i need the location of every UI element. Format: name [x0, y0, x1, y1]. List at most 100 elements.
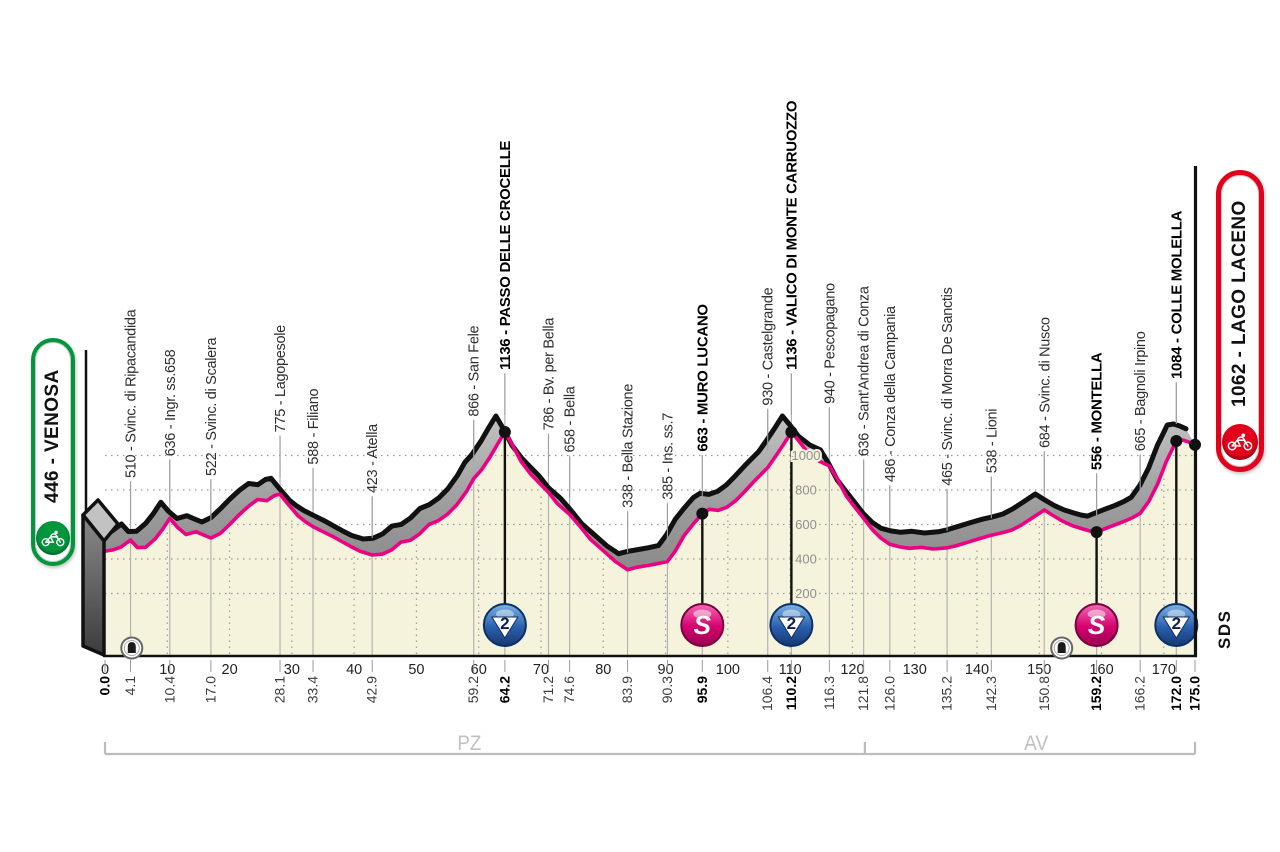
km-tick-label: 120	[840, 662, 864, 678]
km-tick-label: 110	[779, 662, 802, 678]
km-tick-label: 60	[471, 662, 487, 678]
svg-text:2: 2	[1172, 614, 1181, 633]
distance-label: 42.9	[364, 676, 380, 703]
gpm-cat2-marker-icon: 2	[769, 603, 814, 647]
svg-text:2: 2	[500, 614, 509, 633]
distance-label: 83.9	[619, 676, 635, 703]
distance-label: 10.4	[161, 676, 177, 703]
km-tick-label: 140	[965, 662, 989, 678]
finish-location-box: 1062 - LAGO LACENO	[1216, 170, 1264, 472]
distance-label: 172.0	[1168, 676, 1184, 711]
distance-label: 121.8	[855, 676, 871, 711]
waypoint-label: 636 - Ingr. ss.658	[163, 349, 179, 456]
km-tick-label: 10	[159, 662, 175, 678]
distance-label: 142.3	[983, 676, 999, 711]
km-tick-label: 50	[408, 662, 424, 678]
finish-location-label: 1062 - LAGO LACENO	[1229, 200, 1250, 408]
distance-label: 159.2	[1088, 676, 1104, 711]
svg-text:2: 2	[787, 614, 796, 633]
distance-label: 64.2	[496, 676, 512, 703]
gpm-cat2-marker-icon: 2	[1154, 603, 1199, 647]
km-tick-label: 160	[1089, 662, 1113, 678]
waypoint-label: 385 - Ins. ss.7	[660, 413, 676, 500]
distance-label: 28.1	[272, 676, 288, 703]
start-location-label: 446 - VENOSA	[42, 369, 63, 503]
cyclist-icon	[1227, 433, 1253, 451]
svg-text:S: S	[1088, 610, 1106, 640]
distance-label: 126.0	[881, 676, 897, 711]
waypoint-label: 522 - Svinc. di Scalera	[204, 337, 220, 476]
marker-dot	[498, 426, 511, 439]
tunnel-icon	[1050, 636, 1074, 660]
waypoint-label: 636 - Sant'Andrea di Conza	[857, 285, 873, 456]
distance-label: 95.9	[694, 676, 710, 703]
start-block-face	[81, 513, 106, 657]
waypoint-label: 538 - Lioni	[984, 409, 1000, 473]
km-tick-label: 40	[346, 662, 362, 678]
distance-label: 150.8	[1036, 676, 1052, 711]
waypoint-label: 658 - Bella	[563, 385, 579, 452]
elevation-grid-label: 1000	[792, 448, 821, 463]
distance-label: 116.3	[821, 676, 837, 710]
elevation-grid-label: 400	[795, 552, 817, 567]
elevation-grid-label: 200	[795, 586, 817, 601]
waypoint-label: 486 - Conza della Campania	[883, 305, 899, 482]
distance-label: 110.2	[783, 676, 799, 710]
elevation-grid-label: 800	[795, 483, 817, 498]
waypoint-label: 665 - Bagnoli Irpino	[1133, 331, 1149, 451]
waypoint-label: 1136 - VALICO DI MONTE CARRUOZZO	[783, 100, 800, 370]
km-tick-label: 30	[284, 662, 300, 678]
sprint-marker-icon: S	[680, 603, 725, 647]
distance-label: 175.0	[1187, 676, 1203, 711]
distance-label: 90.3	[659, 676, 675, 703]
gpm-cat2-marker-icon: 2	[482, 603, 527, 647]
km-tick-label: 80	[595, 662, 611, 678]
province-label: AV	[1024, 732, 1048, 755]
waypoint-label: 775 - Lagopesole	[273, 325, 289, 432]
distance-label: 33.4	[305, 676, 321, 703]
marker-dot	[1090, 526, 1103, 539]
start-badge	[36, 521, 70, 555]
waypoint-label: 510 - Svinc. di Ripacandida	[124, 308, 140, 478]
distance-label: 135.2	[939, 676, 955, 711]
waypoint-label: 423 - Atella	[365, 423, 381, 493]
waypoint-label: 786 - Bv. per Bella	[541, 317, 557, 431]
waypoint-label: 940 - Pescopagano	[822, 283, 838, 404]
waypoint-label: 556 - MONTELLA	[1089, 352, 1106, 470]
waypoint-label: 465 - Svinc. di Morra De Sanctis	[940, 287, 956, 485]
distance-label: 166.2	[1132, 676, 1148, 711]
waypoint-label: 930 - Castelgrande	[761, 287, 777, 405]
profile-line	[104, 430, 1196, 572]
profile-area-fill	[105, 432, 1195, 656]
waypoint-label: 684 - Svinc. di Nusco	[1037, 317, 1053, 448]
waypoint-label: 663 - MURO LUCANO	[694, 304, 711, 452]
km-tick-label: 170	[1152, 662, 1176, 678]
sprint-marker-icon: S	[1074, 603, 1119, 647]
elevation-grid-label: 600	[795, 517, 817, 532]
km-tick-label: 90	[658, 662, 674, 678]
waypoint-label: 588 - Filiano	[306, 388, 322, 464]
tunnel-icon	[120, 636, 144, 660]
distance-label: 59.2	[465, 676, 481, 703]
province-label: PZ	[457, 732, 481, 755]
distance-label: 0.0	[97, 676, 113, 696]
distance-label: 74.6	[561, 676, 577, 703]
distance-label: 106.4	[759, 676, 775, 711]
waypoint-label: 338 - Bella Stazione	[621, 384, 637, 508]
km-tick-label: 20	[222, 662, 238, 678]
author-mark: SDS	[1215, 610, 1234, 649]
marker-dot	[696, 507, 709, 520]
km-tick-label: 70	[533, 662, 549, 678]
svg-text:S: S	[694, 610, 712, 640]
distance-label: 17.0	[202, 676, 218, 703]
distance-label: 4.1	[122, 676, 138, 696]
start-location-box: 446 - VENOSA	[31, 338, 75, 566]
km-tick-label: 100	[716, 662, 740, 678]
marker-dot	[1170, 435, 1183, 448]
waypoint-label: 1136 - PASSO DELLE CROCELLE	[497, 141, 514, 370]
km-tick-label: 150	[1027, 662, 1051, 678]
cyclist-icon	[41, 530, 65, 546]
waypoint-label: 866 - San Fele	[467, 325, 483, 416]
